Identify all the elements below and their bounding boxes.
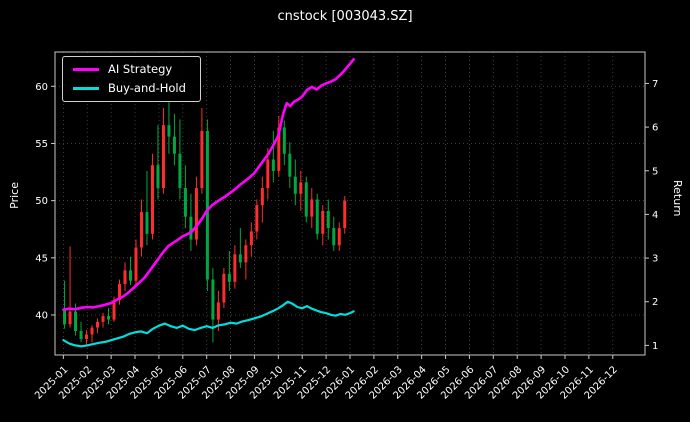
svg-text:60: 60 xyxy=(35,82,48,93)
ai-strategy-line-swatch xyxy=(73,68,99,72)
svg-text:6: 6 xyxy=(652,123,658,134)
buy-and-hold-line-swatch xyxy=(73,86,99,90)
legend: AI Strategy Buy-and-Hold xyxy=(62,56,201,102)
svg-text:7: 7 xyxy=(652,79,658,90)
svg-text:55: 55 xyxy=(35,139,48,150)
price-axis-label: Price xyxy=(8,182,21,209)
legend-label-buy-and-hold: Buy-and-Hold xyxy=(108,80,186,95)
legend-item-ai-strategy: AI Strategy xyxy=(73,62,186,76)
svg-text:3: 3 xyxy=(652,254,658,265)
svg-text:45: 45 xyxy=(35,253,48,264)
svg-text:50: 50 xyxy=(35,196,48,207)
return-axis-label: Return xyxy=(671,180,684,217)
svg-text:2: 2 xyxy=(652,297,658,308)
svg-text:4: 4 xyxy=(652,210,658,221)
svg-text:1: 1 xyxy=(652,341,658,352)
chart-title: cnstock [003043.SZ] xyxy=(277,9,413,24)
legend-item-buy-and-hold: Buy-and-Hold xyxy=(73,80,186,95)
svg-text:40: 40 xyxy=(35,310,48,321)
svg-text:5: 5 xyxy=(652,166,658,177)
legend-label-ai-strategy: AI Strategy xyxy=(108,62,173,76)
